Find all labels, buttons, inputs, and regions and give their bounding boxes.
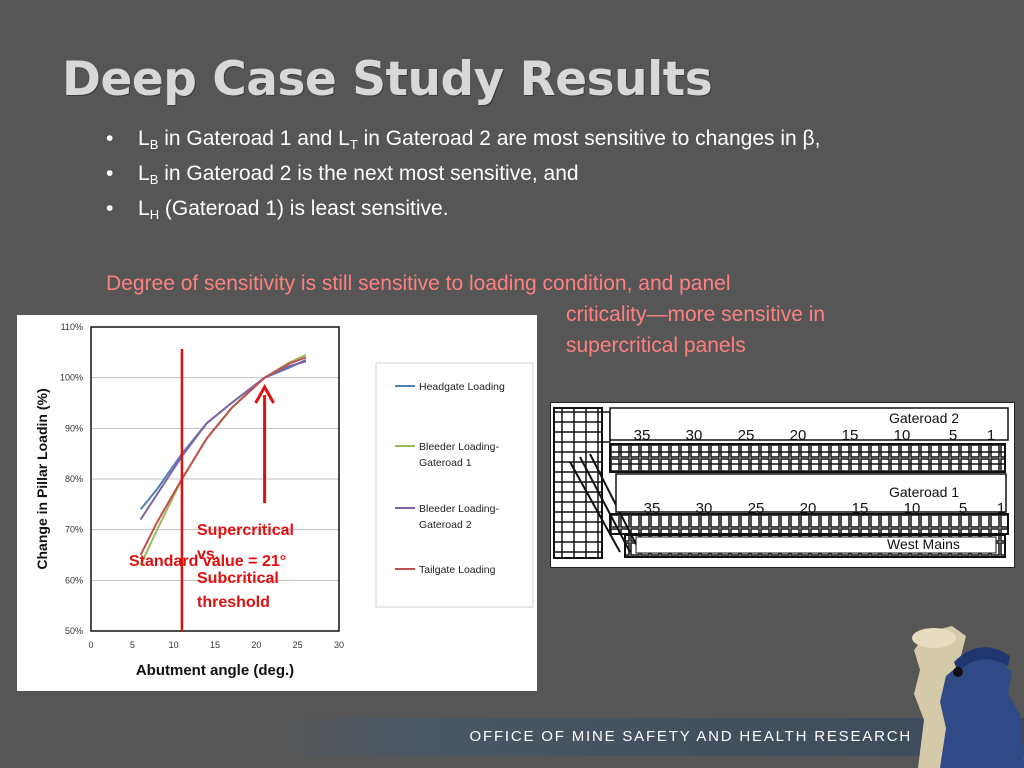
plot-area bbox=[90, 326, 340, 632]
gateroad2-label: Gateroad 2 bbox=[889, 410, 959, 426]
row-number: 15 bbox=[842, 427, 859, 444]
legend-label: Tailgate Loading bbox=[419, 564, 496, 576]
row-number: 1 bbox=[987, 427, 995, 444]
row-number: 10 bbox=[904, 500, 921, 517]
bullet-item: LB in Gateroad 1 and LT in Gateroad 2 ar… bbox=[106, 126, 966, 152]
row-number: 25 bbox=[748, 500, 765, 517]
y-tick-label: 80% bbox=[65, 474, 83, 484]
y-tick-label: 90% bbox=[65, 423, 83, 433]
x-tick-label: 15 bbox=[210, 640, 220, 650]
x-tick-label: 20 bbox=[251, 640, 261, 650]
mine-map: Gateroad 2 35 30 25 20 15 10 5 1 Gateroad 1 35 3… bbox=[550, 402, 1015, 568]
threshold-annotation: Supercritical vs. Subcritical threshold bbox=[197, 522, 294, 611]
x-tick-label: 30 bbox=[334, 640, 344, 650]
legend-label: Headgate Loading bbox=[419, 381, 505, 393]
west-mains-label: West Mains bbox=[887, 536, 960, 552]
row-number: 30 bbox=[686, 427, 703, 444]
row-number: 5 bbox=[959, 500, 967, 517]
gateroad1-label: Gateroad 1 bbox=[889, 484, 959, 500]
row-number: 10 bbox=[894, 427, 911, 444]
bullet-list: LB in Gateroad 1 and LT in Gateroad 2 ar… bbox=[106, 126, 966, 231]
row-number: 5 bbox=[949, 427, 957, 444]
x-tick-label: 5 bbox=[130, 640, 135, 650]
y-axis-label: Change in Pillar Loadin (%) bbox=[34, 388, 50, 569]
row-numbers-bottom: 35 30 25 20 15 10 5 1 bbox=[644, 500, 1006, 517]
x-tick-label: 10 bbox=[169, 640, 179, 650]
series-line bbox=[139, 359, 307, 511]
row-number: 20 bbox=[790, 427, 807, 444]
row-number: 35 bbox=[634, 427, 651, 444]
y-tick-label: 100% bbox=[60, 373, 83, 383]
mine-layout-diagram: Gateroad 2 35 30 25 20 15 10 5 1 Gateroad 1 35 3… bbox=[550, 402, 1015, 568]
line-chart: 50% 60% 70% 80% 90% 100% 110% 0 5 10 15 20 25 30 Abutm… bbox=[34, 322, 534, 679]
standard-value-annotation: Standard value = 21° bbox=[129, 553, 286, 570]
legend-label: Bleeder Loading-Gateroad 1 bbox=[419, 441, 499, 469]
legend-box bbox=[375, 362, 534, 608]
row-number: 1 bbox=[997, 500, 1005, 517]
series-line bbox=[139, 360, 307, 521]
row-number: 15 bbox=[852, 500, 869, 517]
x-tick-label: 25 bbox=[293, 640, 303, 650]
bullet-item: LH (Gateroad 1) is least sensitive. bbox=[106, 196, 966, 222]
miner-silhouette-logo bbox=[912, 626, 1024, 768]
legend-label: Bleeder Loading-Gateroad 2 bbox=[419, 503, 499, 531]
chart-panel: 50% 60% 70% 80% 90% 100% 110% 0 5 10 15 20 25 30 Abutm… bbox=[17, 315, 537, 691]
x-axis-label: Abutment angle (deg.) bbox=[136, 662, 294, 679]
row-number: 25 bbox=[738, 427, 755, 444]
row-number: 20 bbox=[800, 500, 817, 517]
row-number: 30 bbox=[696, 500, 713, 517]
y-tick-label: 110% bbox=[61, 322, 83, 332]
x-tick-label: 0 bbox=[88, 640, 93, 650]
footer-text: OFFICE OF MINE SAFETY AND HEALTH RESEARC… bbox=[469, 728, 912, 745]
slide-title: Deep Case Study Results bbox=[62, 52, 713, 107]
y-tick-label: 50% bbox=[65, 626, 83, 636]
row-numbers-top: 35 30 25 20 15 10 5 1 bbox=[634, 427, 996, 444]
footer-band: OFFICE OF MINE SAFETY AND HEALTH RESEARC… bbox=[270, 718, 1024, 756]
row-number: 35 bbox=[644, 500, 661, 517]
bullet-item: LB in Gateroad 2 is the next most sensit… bbox=[106, 161, 966, 187]
y-tick-label: 60% bbox=[65, 575, 83, 585]
sensitivity-note: Degree of sensitivity is still sensitive… bbox=[106, 272, 826, 357]
series-line bbox=[139, 356, 307, 556]
threshold-arrow-head bbox=[254, 383, 275, 404]
y-tick-label: 70% bbox=[65, 525, 83, 535]
